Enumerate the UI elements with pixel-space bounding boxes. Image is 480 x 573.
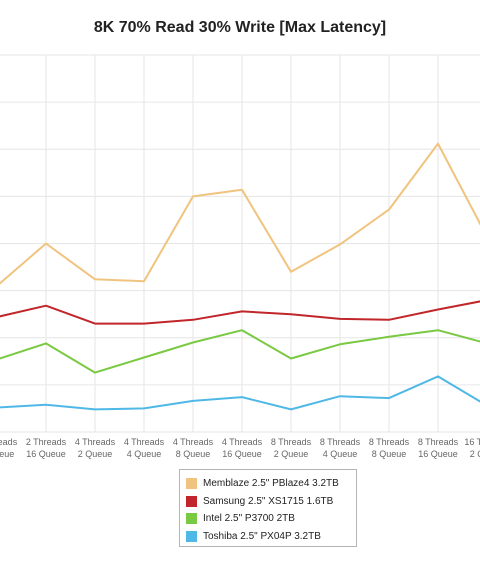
series-line-3 (0, 329, 480, 374)
legend-item: Memblaze 2.5" PBlaze4 3.2TB (186, 475, 356, 493)
series-line-1 (0, 142, 480, 285)
x-tick-label: 8 Threads 16 Queue (418, 437, 459, 459)
legend-swatch (186, 530, 197, 542)
x-tick-label: 8 Threads 8 Queue (369, 437, 410, 459)
x-tick-label: 4 Threads 16 Queue (222, 437, 263, 459)
legend-item: Samsung 2.5" XS1715 1.6TB (186, 493, 356, 511)
legend-label: Samsung 2.5" XS1715 1.6TB (203, 495, 334, 507)
legend-swatch (186, 495, 197, 507)
legend-swatch (186, 478, 197, 490)
legend-label: Memblaze 2.5" PBlaze4 3.2TB (203, 478, 339, 490)
legend-label: Toshiba 2.5" PX04P 3.2TB (203, 530, 321, 542)
chart-title: 8K 70% Read 30% Write [Max Latency] (93, 19, 387, 36)
legend-swatch (186, 513, 197, 525)
x-tick-label: 4 Threads 8 Queue (173, 437, 214, 459)
x-tick-label: 2 Threads 16 Queue (26, 437, 67, 459)
series-line-2 (0, 300, 480, 325)
grid (0, 54, 480, 433)
x-tick-label: 4 Threads 2 Queue (75, 437, 116, 459)
series-lines (0, 142, 480, 411)
legend-label: Intel 2.5" P3700 2TB (203, 513, 295, 525)
x-tick-label: 4 Threads 4 Queue (124, 437, 165, 459)
legend: Memblaze 2.5" PBlaze4 3.2TB Samsung 2.5" … (179, 469, 357, 547)
x-tick-label: 8 Threads 4 Queue (320, 437, 361, 459)
legend-item: Toshiba 2.5" PX04P 3.2TB (186, 528, 356, 546)
legend-item: Intel 2.5" P3700 2TB (186, 510, 356, 528)
x-tick-label: 8 Threads 2 Queue (271, 437, 312, 459)
series-line-4 (0, 375, 480, 411)
